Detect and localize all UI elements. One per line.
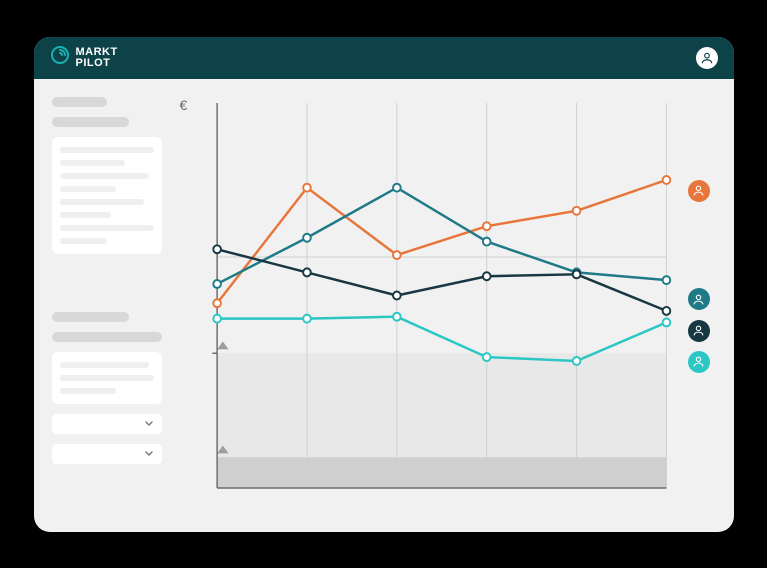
sidebar-dropdown[interactable] [52,444,162,464]
series-avatar-navy[interactable] [688,320,710,342]
placeholder-line [60,147,154,153]
placeholder-line [60,186,116,192]
chevron-down-icon [144,419,154,429]
app-body: € [34,79,734,532]
user-icon [700,51,714,65]
logo-icon [50,45,70,70]
user-icon [688,351,710,373]
placeholder-line [60,212,112,218]
series-avatar-orange[interactable] [688,180,710,202]
sidebar-heading-placeholder [52,97,107,107]
sidebar [52,97,162,514]
chevron-down-icon [144,449,154,459]
currency-label: € [180,97,188,113]
placeholder-line [60,238,107,244]
placeholder-line [60,225,154,231]
sidebar-heading-placeholder [52,117,129,127]
price-line-chart [198,97,676,494]
logo-line1: MARKT [76,47,118,58]
logo-line2: PILOT [76,58,118,69]
logo-text: MARKT PILOT [76,47,118,69]
app-header: MARKT PILOT [34,37,734,79]
chart-container [198,97,676,494]
user-avatar-button[interactable] [696,47,718,69]
placeholder-line [60,173,149,179]
sidebar-heading-placeholder [52,312,129,322]
sidebar-card [52,352,162,404]
series-avatar-cyan[interactable] [688,351,710,373]
placeholder-line [60,362,149,368]
sidebar-spacer [52,264,162,302]
sidebar-dropdown[interactable] [52,414,162,434]
main-panel: € [178,97,716,514]
user-icon [688,320,710,342]
user-icon [688,180,710,202]
series-avatar-teal-dark[interactable] [688,288,710,310]
sidebar-heading-placeholder [52,332,162,342]
sidebar-card [52,137,162,254]
user-icon [688,288,710,310]
placeholder-line [60,199,145,205]
placeholder-line [60,375,154,381]
app-window: MARKT PILOT € [34,37,734,532]
brand-logo: MARKT PILOT [50,45,118,70]
placeholder-line [60,388,116,394]
placeholder-line [60,160,126,166]
